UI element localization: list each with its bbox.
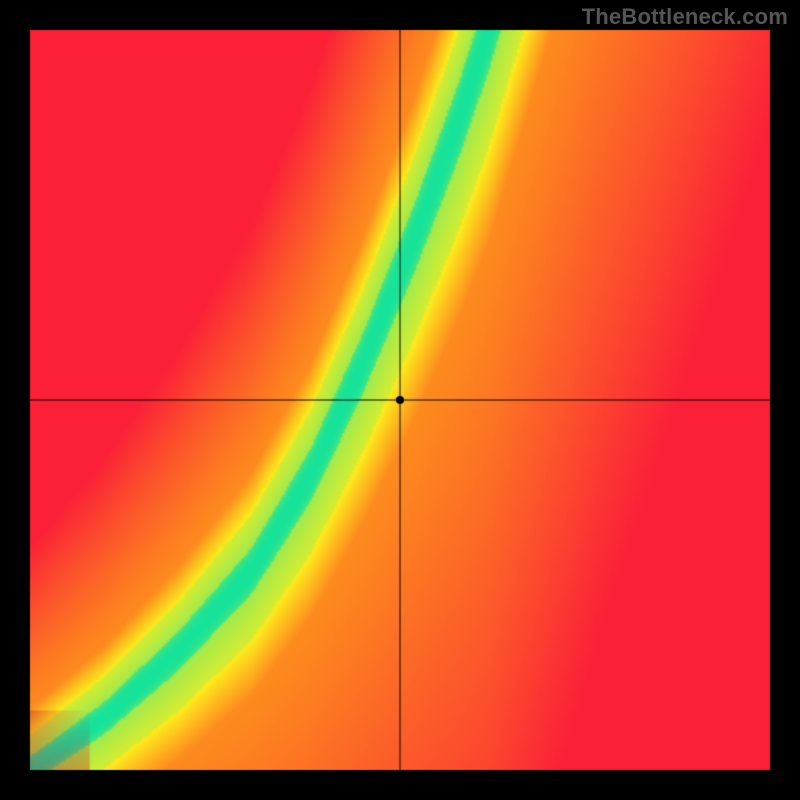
watermark-text: TheBottleneck.com (582, 4, 788, 30)
chart-stage: TheBottleneck.com (0, 0, 800, 800)
heatmap-canvas (0, 0, 800, 800)
